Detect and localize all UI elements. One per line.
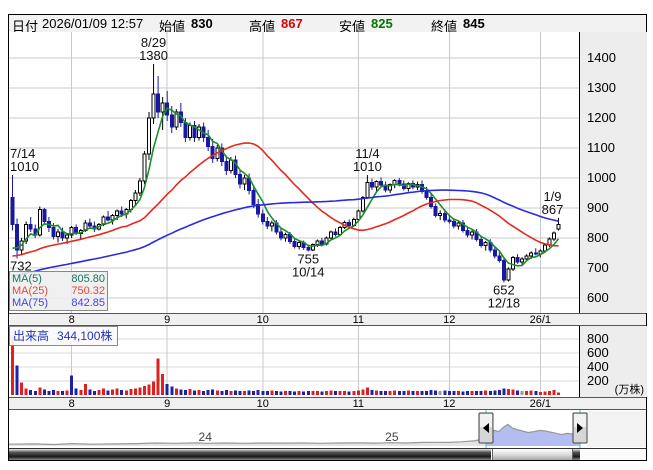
chart-annotation: 12/18	[488, 295, 521, 310]
high-label: 高値	[249, 19, 276, 34]
scrollbar-track-filled-end[interactable]	[572, 449, 581, 460]
month-label: 11	[352, 314, 365, 326]
volume-tick-label: 800	[587, 331, 609, 346]
month-label: 8	[68, 398, 75, 410]
chart-annotation: 652	[493, 282, 515, 297]
volume-value: 344,100株	[57, 329, 113, 343]
ma25-label: MA(25)	[12, 285, 49, 297]
price-tick-label: 900	[587, 200, 609, 215]
month-label: 12	[443, 398, 456, 410]
scrollbar-thumb[interactable]	[491, 449, 573, 460]
ma75-value: 842.85	[71, 297, 105, 309]
candlestick-chart: 8/2913807/14101011/410101/986775510/1465…	[9, 32, 579, 313]
volume-chart	[9, 326, 579, 397]
month-label: 10	[256, 314, 269, 326]
volume-y-axis: (万株) 800 600 400 200	[579, 326, 647, 397]
chart-annotation: 1380	[139, 48, 168, 63]
close-label: 終値	[431, 19, 458, 34]
volume-readout: 出来高 344,100株	[9, 326, 119, 346]
volume-tick-label: 200	[587, 373, 609, 388]
month-label: 11	[352, 398, 365, 410]
month-label: 26/1	[529, 314, 552, 326]
price-tick-label: 700	[587, 260, 609, 275]
scrollbar-track-filled[interactable]	[9, 449, 491, 460]
price-tick-label: 1300	[587, 80, 616, 95]
ma5-value: 805.80	[71, 273, 105, 285]
price-y-axis: 1400 1300 1200 1100 1000 900 800 700 600	[579, 32, 647, 313]
chart-annotation: 8/29	[141, 35, 166, 50]
low-label: 安値	[339, 19, 366, 34]
open-value: 830	[191, 16, 213, 31]
price-chart-pane: 8/29 1380 7/14 1010 11/4 1010 1/9 867 755 10/14 65…	[9, 32, 579, 313]
chart-annotation: 1010	[353, 159, 382, 174]
month-label: 9	[164, 314, 171, 326]
chart-annotation: 1010	[10, 159, 39, 174]
price-tick-label: 800	[587, 230, 609, 245]
month-label: 8	[68, 314, 75, 326]
month-label: 12	[443, 314, 456, 326]
quote-header: 日付 2026/01/09 12:57 始値 830 高値 867 安値 825…	[9, 15, 646, 34]
chart-annotation: 867	[542, 202, 564, 217]
x-axis-months-bottom: 8 9 10 11 12 26/1	[9, 397, 646, 410]
volume-tick-label: 600	[587, 345, 609, 360]
ma5-label: MA(5)	[12, 273, 42, 285]
low-value: 825	[371, 16, 393, 31]
navigator-year-label: 24	[199, 430, 213, 444]
high-value: 867	[281, 16, 303, 31]
navigator-handle-left[interactable]: ◀	[478, 412, 494, 444]
price-tick-label: 1100	[587, 140, 615, 155]
open-label: 始値	[159, 19, 186, 34]
price-tick-label: 1200	[587, 110, 616, 125]
navigator-handle-right[interactable]: ▶	[572, 412, 588, 444]
x-axis-months-top: 8 9 10 11 12 26/1	[9, 313, 646, 326]
volume-tick-label: 400	[587, 359, 609, 374]
ma-legend: MA(5) 805.80 MA(25) 750.32 MA(75) 842.85	[9, 271, 108, 311]
navigator-year-label: 25	[385, 430, 399, 444]
chart-annotation: 1/9	[543, 189, 561, 204]
volume-pane: 出来高 344,100株	[9, 326, 579, 397]
month-label: 10	[256, 398, 269, 410]
navigator-overview-chart: 24 25 ◀ ▶	[9, 410, 646, 448]
horizontal-scrollbar[interactable]	[9, 448, 646, 460]
close-value: 845	[463, 16, 485, 31]
volume-unit: (万株)	[614, 384, 644, 396]
chart-annotation: 7/14	[10, 146, 35, 161]
stock-chart-window: 日付 2026/01/09 12:57 始値 830 高値 867 安値 825…	[8, 14, 647, 461]
range-navigator: 24 25 ◀ ▶	[9, 410, 646, 448]
chart-annotation: 755	[297, 252, 319, 267]
chart-annotation: 732	[10, 258, 32, 273]
chart-annotation: 11/4	[355, 146, 379, 161]
date-label: 日付	[12, 19, 39, 34]
ma75-label: MA(75)	[12, 297, 49, 309]
date-value: 2026/01/09 12:57	[42, 16, 144, 31]
price-tick-label: 600	[587, 290, 609, 305]
price-tick-label: 1400	[587, 50, 616, 65]
chart-annotation: 10/14	[292, 265, 325, 280]
price-tick-label: 1000	[587, 170, 616, 185]
month-label: 9	[164, 398, 171, 410]
volume-label: 出来高	[13, 329, 50, 343]
month-label: 26/1	[529, 398, 552, 410]
ma25-value: 750.32	[71, 285, 105, 297]
